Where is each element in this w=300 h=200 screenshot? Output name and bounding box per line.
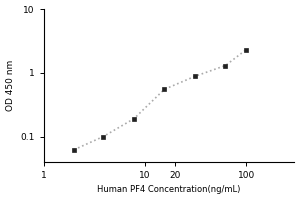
Y-axis label: OD 450 nm: OD 450 nm [6, 60, 15, 111]
X-axis label: Human PF4 Concentration(ng/mL): Human PF4 Concentration(ng/mL) [97, 185, 241, 194]
